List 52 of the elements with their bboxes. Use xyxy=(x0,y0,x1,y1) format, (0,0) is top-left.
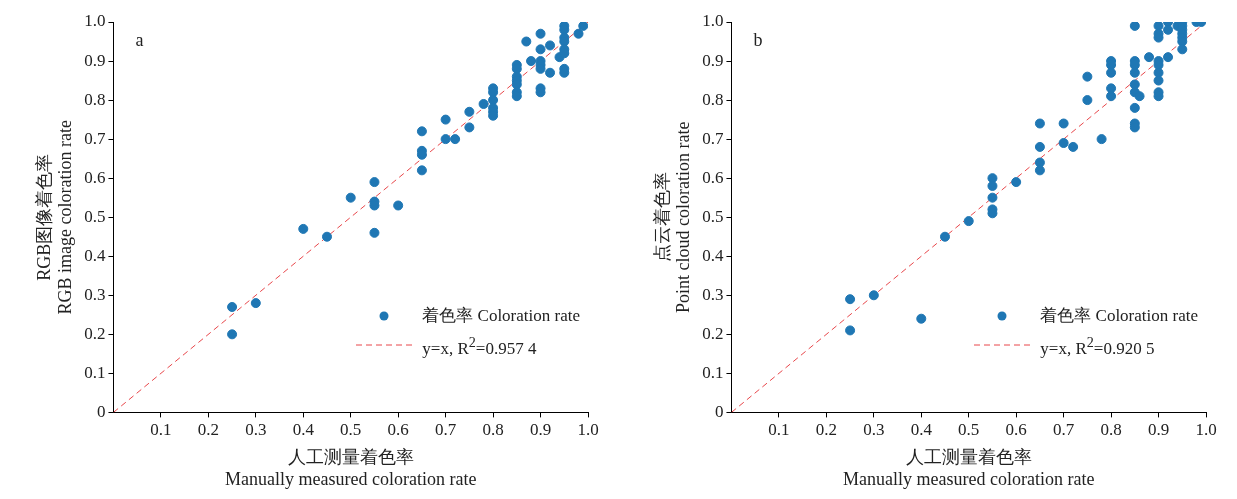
y-tick-label: 0.5 xyxy=(702,206,724,226)
y-tick-label: 0.1 xyxy=(84,362,106,382)
y-tick-label: 0.6 xyxy=(84,167,106,187)
x-tick-label: 0.2 xyxy=(197,420,219,440)
y-tick-label: 0.1 xyxy=(702,362,724,382)
y-tick-label: 0.8 xyxy=(702,89,724,109)
annotation: a xyxy=(135,29,144,50)
annotation: b xyxy=(753,29,763,50)
y-tick-label: 1.0 xyxy=(84,11,106,31)
x-axis-title: 人工测量着色率 Manually measured coloration rate xyxy=(843,447,1095,489)
y-tick-label: 0.4 xyxy=(84,245,106,265)
y-tick-label: 0.5 xyxy=(84,206,106,226)
x-tick-label: 0.7 xyxy=(1053,420,1075,440)
y-tick-label: 0.7 xyxy=(84,128,106,148)
x-tick-label: 0.2 xyxy=(815,420,837,440)
x-tick-label: 0.8 xyxy=(482,420,504,440)
legend-label: y=x, R$^{2}$=0.957 4 xyxy=(422,333,537,360)
y-axis-title: RGB图像着色率 RGB image coloration rate xyxy=(33,119,76,315)
y-tick-label: 0.3 xyxy=(702,284,724,304)
y-tick-label: 0 xyxy=(714,401,724,421)
y-axis-title: 点云着色率 Point cloud coloration rate xyxy=(651,121,694,313)
y-tick-label: 0.4 xyxy=(702,245,724,265)
x-tick-label: 1.0 xyxy=(1195,420,1217,440)
legend-label: 着色率 Coloration rate xyxy=(422,305,580,328)
legend-label: y=x, R$^{2}$=0.920 5 xyxy=(1040,333,1155,360)
x-tick-label: 0.1 xyxy=(768,420,790,440)
x-tick-label: 0.6 xyxy=(387,420,409,440)
x-tick-label: 1.0 xyxy=(577,420,599,440)
x-tick-label: 0.8 xyxy=(1100,420,1122,440)
y-tick-label: 0.9 xyxy=(84,50,106,70)
y-tick-label: 0.3 xyxy=(84,284,106,304)
y-tick-label: 1.0 xyxy=(702,11,724,31)
x-tick-label: 0.9 xyxy=(1147,420,1170,440)
x-tick-label: 0.9 xyxy=(529,420,552,440)
x-tick-label: 0.3 xyxy=(863,420,885,440)
x-tick-label: 0.3 xyxy=(245,420,267,440)
legend-label: 着色率 Coloration rate xyxy=(1040,305,1198,328)
x-tick-label: 0.5 xyxy=(958,420,980,440)
y-tick-label: 0.9 xyxy=(702,50,724,70)
x-tick-label: 0.5 xyxy=(340,420,362,440)
y-tick-label: 0.6 xyxy=(702,167,724,187)
y-tick-label: 0.2 xyxy=(84,323,106,343)
x-tick-label: 0.4 xyxy=(910,420,933,440)
x-tick-label: 0.1 xyxy=(150,420,172,440)
y-tick-label: 0.7 xyxy=(702,128,724,148)
y-tick-label: 0.8 xyxy=(84,89,106,109)
x-tick-label: 0.7 xyxy=(435,420,457,440)
x-axis-title: 人工测量着色率 Manually measured coloration rate xyxy=(225,447,477,489)
x-tick-label: 0.4 xyxy=(292,420,315,440)
x-tick-label: 0.6 xyxy=(1005,420,1027,440)
y-tick-label: 0.2 xyxy=(702,323,724,343)
y-tick-label: 0 xyxy=(96,401,106,421)
